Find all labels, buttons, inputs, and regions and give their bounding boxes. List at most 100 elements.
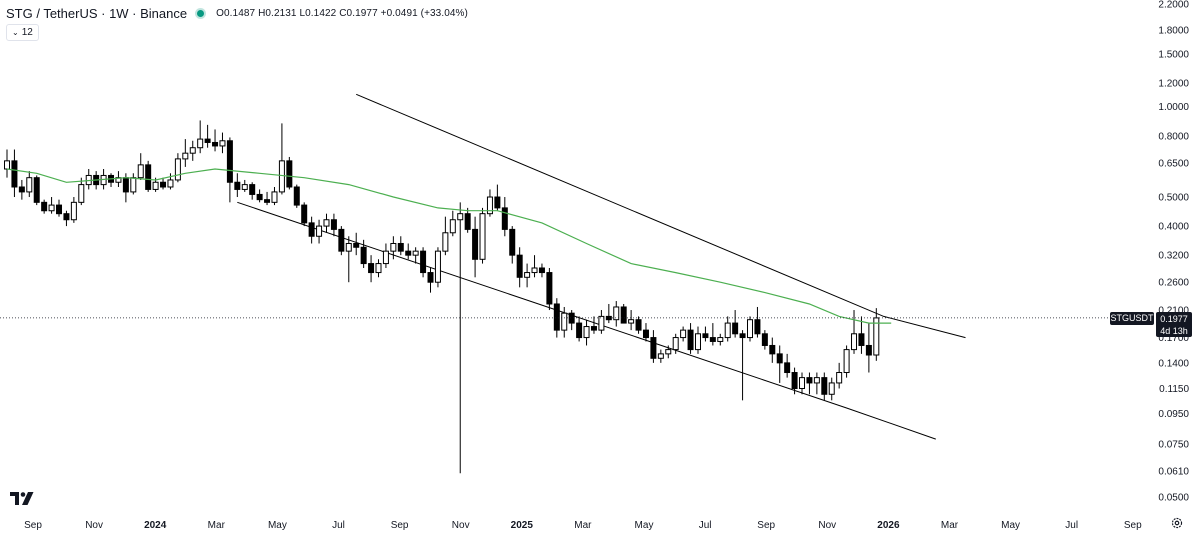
candle-down	[538, 267, 545, 274]
candle-down	[791, 372, 798, 389]
y-tick-label: 0.3200	[1158, 251, 1189, 262]
candle-down	[338, 228, 345, 252]
y-tick-label: 0.8000	[1158, 131, 1189, 142]
candle-up	[457, 213, 464, 221]
indicator-toggle[interactable]: ⌄ 12	[6, 24, 39, 41]
candle-down	[501, 207, 508, 230]
candle-down	[405, 250, 412, 256]
x-tick-label: Nov	[818, 520, 836, 531]
candle-up	[4, 160, 10, 170]
x-tick-label: Mar	[208, 520, 226, 531]
x-tick-label: Sep	[391, 520, 409, 531]
candle-down	[397, 242, 404, 252]
candle-down	[464, 213, 471, 230]
candle-up	[583, 326, 590, 339]
candle-up	[152, 181, 159, 190]
candle-down	[33, 177, 40, 203]
low-value: L0.1422	[299, 7, 337, 19]
candle-up	[724, 322, 731, 339]
last-price-label: 0.1977 4d 13h	[1156, 312, 1192, 337]
x-tick-label: Nov	[85, 520, 103, 531]
candle-down	[122, 177, 129, 193]
candle-up	[717, 337, 724, 342]
candle-down	[858, 333, 865, 346]
candle-up	[130, 177, 137, 193]
x-tick-label: Mar	[574, 520, 592, 531]
candle-up	[598, 315, 605, 331]
y-tick-label: 0.6500	[1158, 158, 1189, 169]
candle-up	[278, 160, 285, 193]
candle-up	[828, 382, 835, 395]
candle-down	[568, 312, 575, 324]
y-tick-label: 2.2000	[1158, 0, 1189, 11]
candle-up	[449, 219, 456, 234]
x-tick-label: Sep	[1124, 520, 1142, 531]
candle-down	[739, 333, 746, 339]
candle-up	[613, 306, 620, 321]
bar-countdown: 4d 13h	[1160, 326, 1188, 336]
ohlc-readout: O0.1487 H0.2131 L0.1422 C0.1977 +0.0491 …	[216, 8, 468, 19]
candle-down	[650, 337, 657, 359]
candle-up	[561, 312, 568, 331]
candle-down	[865, 344, 872, 356]
x-tick-label: May	[268, 520, 287, 531]
candle-up	[442, 232, 449, 252]
candle-up	[219, 140, 226, 147]
candle-down	[353, 242, 360, 248]
candle-down	[301, 204, 308, 224]
y-tick-label: 0.0500	[1158, 493, 1189, 504]
candle-down	[784, 362, 791, 374]
candle-down	[427, 272, 434, 283]
y-tick-label: 0.2600	[1158, 278, 1189, 289]
candle-up	[189, 147, 196, 154]
tradingview-logo-icon[interactable]	[9, 490, 35, 506]
x-tick-label: Sep	[24, 520, 42, 531]
candle-down	[360, 246, 367, 265]
x-tick-label: May	[635, 520, 654, 531]
candle-down	[226, 140, 233, 183]
candle-down	[635, 319, 642, 331]
candle-down	[754, 319, 761, 335]
candle-up	[747, 319, 753, 339]
candle-up	[851, 333, 858, 351]
candle-down	[212, 141, 219, 147]
chevron-down-icon[interactable]: ⌄	[12, 28, 19, 37]
candle-down	[494, 196, 501, 209]
indicator-count: 12	[21, 27, 33, 38]
candle-up	[479, 213, 486, 260]
candle-up	[390, 242, 397, 252]
x-tick-label: Jul	[699, 520, 712, 531]
candle-up	[345, 242, 352, 252]
candle-down	[56, 204, 63, 215]
candle-up	[375, 263, 382, 274]
candle-down	[553, 303, 560, 331]
candle-up	[78, 184, 85, 203]
candle-up	[197, 138, 204, 149]
candle-down	[769, 344, 776, 355]
candle-down	[821, 377, 828, 395]
gear-icon[interactable]	[1170, 516, 1184, 530]
candle-up	[694, 333, 701, 351]
y-tick-label: 0.0750	[1158, 440, 1189, 451]
y-tick-label: 0.5000	[1158, 193, 1189, 204]
candle-down	[160, 181, 167, 188]
chart-header: STG / TetherUS · 1W · Binance O0.1487 H0…	[6, 4, 468, 22]
x-tick-label: Jul	[1065, 520, 1078, 531]
candle-down	[308, 222, 315, 237]
candle-down	[368, 263, 375, 274]
symbol-title[interactable]: STG / TetherUS · 1W · Binance	[6, 5, 188, 21]
candle-down	[330, 219, 337, 230]
candle-down	[472, 228, 479, 260]
candle-up	[48, 204, 55, 212]
y-tick-label: 0.0610	[1158, 467, 1189, 478]
y-tick-label: 0.1400	[1158, 358, 1189, 369]
candle-down	[204, 138, 211, 143]
candle-up	[271, 191, 278, 203]
candle-up	[323, 219, 330, 227]
candle-up	[665, 349, 672, 355]
y-tick-label: 0.0950	[1158, 409, 1189, 420]
candle-up	[316, 225, 323, 237]
close-value: C0.1977	[339, 7, 378, 19]
